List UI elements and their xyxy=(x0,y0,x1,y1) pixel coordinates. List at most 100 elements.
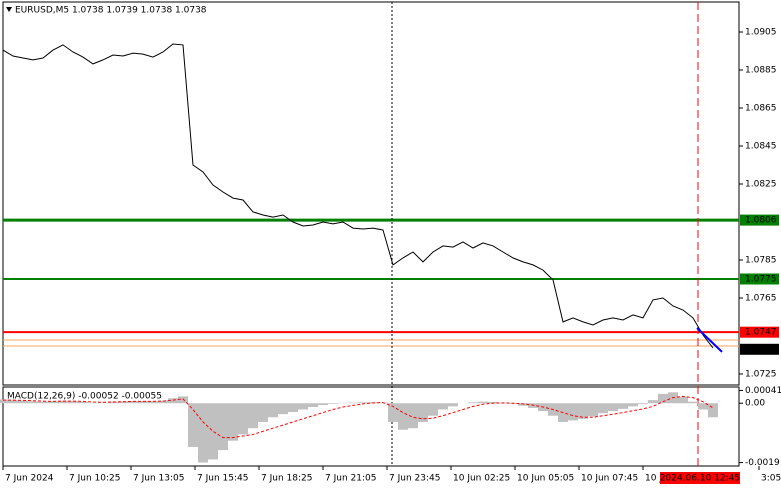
macd-bar xyxy=(38,401,48,404)
macd-bar xyxy=(208,403,218,460)
macd-panel xyxy=(2,386,740,467)
macd-bar xyxy=(488,401,498,404)
macd-bar xyxy=(178,396,188,404)
price-level-label-box xyxy=(740,326,779,338)
y-tick-label: 0.00 xyxy=(745,399,765,409)
macd-bar xyxy=(158,400,168,404)
macd-bar xyxy=(478,401,488,404)
y-tick-label: 1.0905 xyxy=(745,28,777,38)
x-tick-label: 7 Jun 2024 xyxy=(5,474,54,484)
macd-bar xyxy=(58,400,68,404)
macd-bar xyxy=(248,403,258,429)
macd-bar xyxy=(348,402,358,404)
cursor-label: 2024.06.10 12:45 xyxy=(660,474,740,484)
macd-bar xyxy=(518,403,528,406)
macd-bar xyxy=(278,403,288,415)
macd-bar xyxy=(118,401,128,404)
macd-bar xyxy=(268,403,278,418)
macd-bar xyxy=(328,403,338,404)
macd-bar xyxy=(588,403,598,417)
trendline xyxy=(696,327,723,353)
macd-bar xyxy=(288,403,298,412)
macd-bar xyxy=(448,403,458,407)
macd-bar xyxy=(628,403,638,407)
macd-bar xyxy=(218,403,228,451)
y-tick-label: 1.0765 xyxy=(745,293,777,303)
macd-bar xyxy=(198,403,208,463)
x-tick-label: 7 Jun 18:25 xyxy=(261,474,312,484)
y-tick-label: 0.00041 xyxy=(745,386,781,396)
price-level-label-box xyxy=(740,273,779,285)
macd-title: MACD(12,26,9) -0.00052 -0.00055 xyxy=(7,392,162,402)
macd-bar xyxy=(468,402,478,404)
macd-bar xyxy=(138,401,148,404)
macd-bar xyxy=(298,403,308,410)
y-tick-label: 1.0885 xyxy=(745,66,777,76)
macd-bar xyxy=(388,403,398,422)
macd-bar xyxy=(638,403,648,405)
macd-bar xyxy=(68,401,78,404)
macd-bar xyxy=(318,403,328,406)
macd-bar xyxy=(688,401,698,404)
macd-bar xyxy=(128,401,138,404)
macd-bar xyxy=(148,401,158,404)
symbol-icon xyxy=(6,7,12,12)
y-tick-label: 1.0825 xyxy=(745,180,777,190)
macd-bar xyxy=(418,403,428,422)
macd-bar xyxy=(28,401,38,404)
macd-bar xyxy=(598,403,608,414)
macd-bar xyxy=(98,402,108,404)
macd-bar xyxy=(18,400,28,404)
macd-bar xyxy=(8,400,18,404)
macd-bar xyxy=(258,403,268,422)
macd-bar xyxy=(608,403,618,412)
y-tick-label: -0.0019 xyxy=(745,458,780,468)
x-tick-label: 10 Jun 05:05 xyxy=(517,474,574,484)
price-level-label-box xyxy=(740,214,779,226)
macd-bar xyxy=(0,399,8,404)
x-tick-label: 7 Jun 15:45 xyxy=(197,474,248,484)
signal-line xyxy=(3,395,714,439)
x-tick-label: 10 Jun 02:25 xyxy=(453,474,510,484)
cursor-label-box xyxy=(660,472,740,484)
macd-bar xyxy=(618,403,628,409)
macd-bar xyxy=(648,400,658,404)
macd-bar xyxy=(658,393,668,404)
price-level-label: 1.0806 xyxy=(745,216,777,226)
macd-bar xyxy=(698,403,708,410)
chart-title: EURUSD,M5 1.0738 1.0739 1.0738 1.0738 xyxy=(15,6,207,16)
macd-bar xyxy=(238,403,248,435)
price-level-label-box xyxy=(740,343,779,355)
macd-bar xyxy=(578,403,588,419)
x-tick-label: 7 Jun 21:05 xyxy=(325,474,376,484)
macd-bar xyxy=(678,396,688,404)
macd-bar xyxy=(398,403,408,430)
x-tick-label: 7 Jun 10:25 xyxy=(69,474,120,484)
y-tick-label: 1.0845 xyxy=(745,142,777,152)
macd-bar xyxy=(358,402,368,404)
price-level-label: 1.0738 xyxy=(745,345,777,355)
macd-bar xyxy=(48,401,58,404)
macd-bar xyxy=(708,403,718,418)
macd-bar xyxy=(568,403,578,421)
x-tick-label: 7 Jun 23:45 xyxy=(389,474,440,484)
x-tick-label: 10 Jun 07:45 xyxy=(581,474,638,484)
macd-bar xyxy=(438,403,448,410)
macd-bar xyxy=(78,401,88,404)
x-tick-label: 10 J xyxy=(645,474,662,484)
y-tick-label: 1.0725 xyxy=(745,369,777,379)
y-tick-label: 1.0785 xyxy=(745,255,777,265)
macd-bar xyxy=(168,398,178,404)
macd-bar xyxy=(408,403,418,429)
price-line xyxy=(2,43,714,349)
x-tick-label: 3:05 xyxy=(761,474,781,484)
macd-bar xyxy=(308,403,318,407)
price-level-label: 1.0775 xyxy=(745,274,777,284)
macd-bar xyxy=(188,403,198,447)
macd-bar xyxy=(428,403,438,416)
price-panel xyxy=(2,1,740,386)
y-tick-label: 1.0865 xyxy=(745,104,777,114)
x-tick-label: 7 Jun 13:05 xyxy=(133,474,184,484)
